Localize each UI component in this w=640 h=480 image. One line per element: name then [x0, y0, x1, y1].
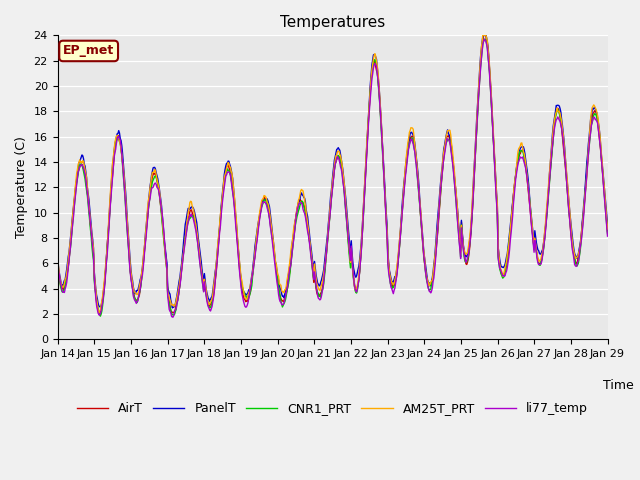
PanelT [604, 220, 611, 226]
AM25T_PRT [121, 183, 129, 189]
AirT [63, 269, 71, 275]
AM25T_PRT [95, 310, 102, 316]
CNR1_PRT [604, 231, 611, 237]
li77_temp [481, 36, 488, 42]
Y-axis label: Temperature (C): Temperature (C) [15, 136, 28, 238]
Line: li77_temp: li77_temp [58, 39, 607, 317]
CNR1_PRT [63, 269, 71, 275]
AirT [177, 275, 184, 281]
li77_temp [63, 273, 71, 279]
li77_temp [206, 307, 214, 313]
CNR1_PRT [177, 274, 184, 279]
li77_temp [177, 277, 184, 283]
AirT [481, 33, 488, 38]
AirT [604, 228, 611, 234]
PanelT [120, 170, 128, 176]
li77_temp [120, 179, 128, 185]
CNR1_PRT [97, 313, 104, 319]
CNR1_PRT [400, 186, 408, 192]
PanelT [480, 33, 488, 38]
li77_temp [604, 233, 611, 239]
PanelT [54, 254, 61, 260]
li77_temp [400, 188, 408, 194]
li77_temp [54, 260, 61, 266]
PanelT [206, 299, 214, 304]
AM25T_PRT [206, 301, 214, 307]
PanelT [177, 268, 184, 274]
Line: AirT: AirT [58, 36, 607, 313]
AirT [54, 260, 61, 266]
AM25T_PRT [63, 264, 71, 270]
CNR1_PRT [416, 207, 424, 213]
AM25T_PRT [416, 202, 424, 207]
CNR1_PRT [481, 36, 489, 42]
PanelT [63, 261, 71, 266]
Text: EP_met: EP_met [63, 45, 115, 58]
PanelT [400, 179, 408, 185]
Line: CNR1_PRT: CNR1_PRT [58, 39, 607, 316]
PanelT [168, 305, 176, 311]
Title: Temperatures: Temperatures [280, 15, 385, 30]
li77_temp [169, 314, 177, 320]
CNR1_PRT [121, 192, 129, 198]
AirT [416, 206, 424, 212]
AM25T_PRT [400, 181, 408, 187]
AM25T_PRT [54, 255, 61, 261]
AirT [206, 303, 214, 309]
Line: AM25T_PRT: AM25T_PRT [58, 36, 607, 313]
AirT [96, 311, 104, 316]
AirT [121, 186, 129, 192]
li77_temp [416, 205, 424, 211]
CNR1_PRT [206, 304, 214, 310]
X-axis label: Time: Time [603, 379, 634, 392]
AM25T_PRT [604, 226, 611, 232]
AirT [400, 186, 408, 192]
PanelT [416, 201, 424, 207]
AM25T_PRT [177, 272, 184, 277]
Line: PanelT: PanelT [58, 36, 607, 308]
AM25T_PRT [479, 33, 486, 38]
Legend: AirT, PanelT, CNR1_PRT, AM25T_PRT, li77_temp: AirT, PanelT, CNR1_PRT, AM25T_PRT, li77_… [72, 397, 593, 420]
CNR1_PRT [54, 261, 61, 266]
